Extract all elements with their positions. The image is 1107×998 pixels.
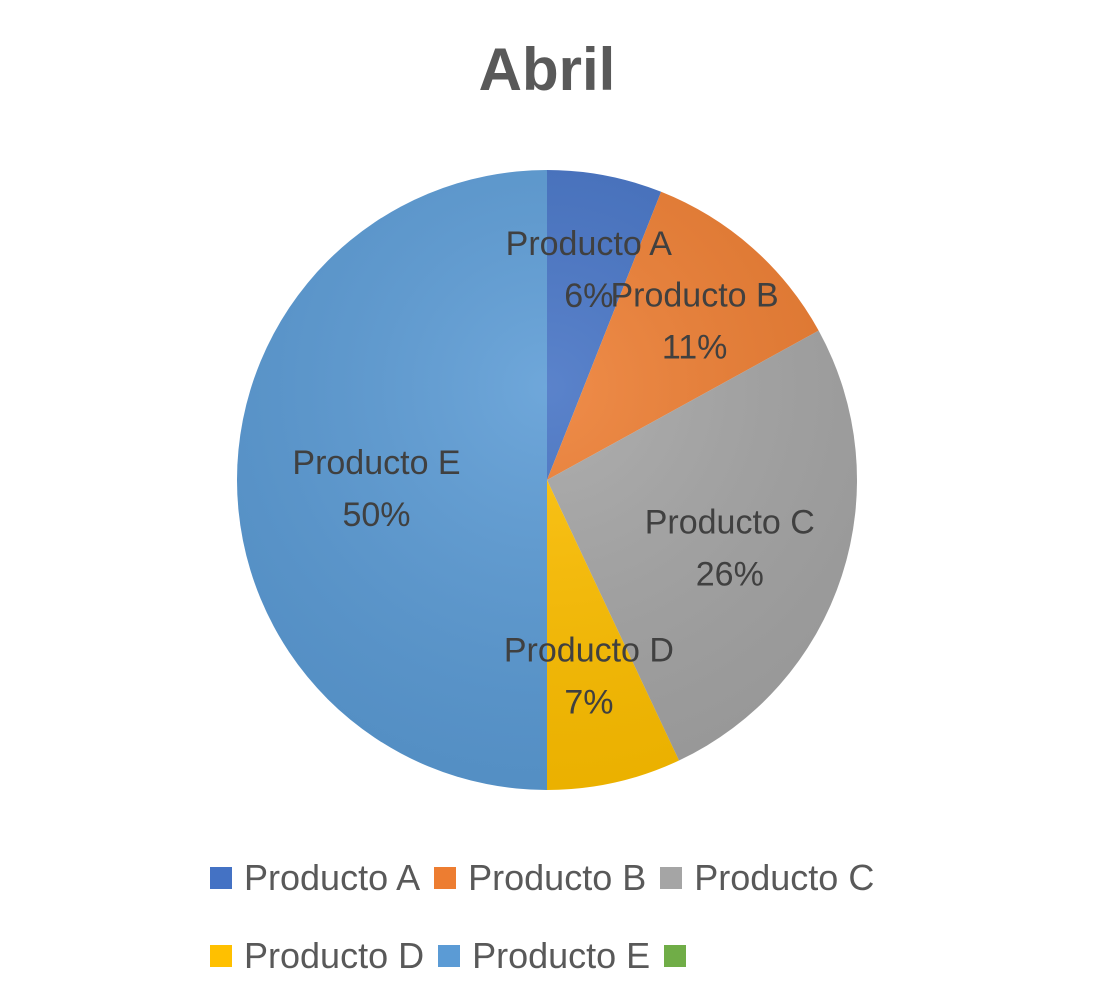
legend-item: Producto E [438,935,650,977]
legend-row: Producto D Producto E [210,932,712,980]
legend-swatch [434,867,457,889]
legend-label: Producto A [244,857,421,898]
legend-swatch [660,867,683,889]
legend-item: Producto C [660,857,874,899]
legend-item: Producto B [434,857,646,899]
legend-row: Producto A Producto B Producto C [210,854,888,902]
slice-label-percent: 26% [696,555,764,593]
legend-item [664,945,698,967]
legend-swatch [664,945,687,967]
slice-label-percent: 7% [564,684,613,722]
slice-label-name: Producto C [645,503,815,541]
slice-label-name: Producto B [610,277,778,315]
legend-item: Producto A [210,857,420,899]
legend-swatch [210,867,232,889]
legend-swatch [438,945,461,967]
pie-slice-labels: Producto A 6%Producto B 11% Producto C 26% Pr… [292,225,814,722]
slice-label-percent: 6% [564,277,613,315]
legend-label: Producto E [472,935,651,976]
chart-title: Abril [478,36,616,103]
legend-label: Producto C [694,857,875,898]
legend-label: Producto D [244,935,425,976]
legend-label: Producto B [468,857,647,898]
pie-chart: Producto A 6%Producto B 11% Producto C 26% Pr… [237,170,858,790]
slice-label-name: Producto D [504,632,674,670]
slice-label-percent: 50% [342,496,410,534]
slice-label-name: Producto E [292,444,460,482]
legend-item: Producto D [210,935,424,977]
slice-label-percent: 11% [662,329,728,367]
slice-label-name: Producto A [506,225,673,263]
legend-swatch [210,945,232,967]
